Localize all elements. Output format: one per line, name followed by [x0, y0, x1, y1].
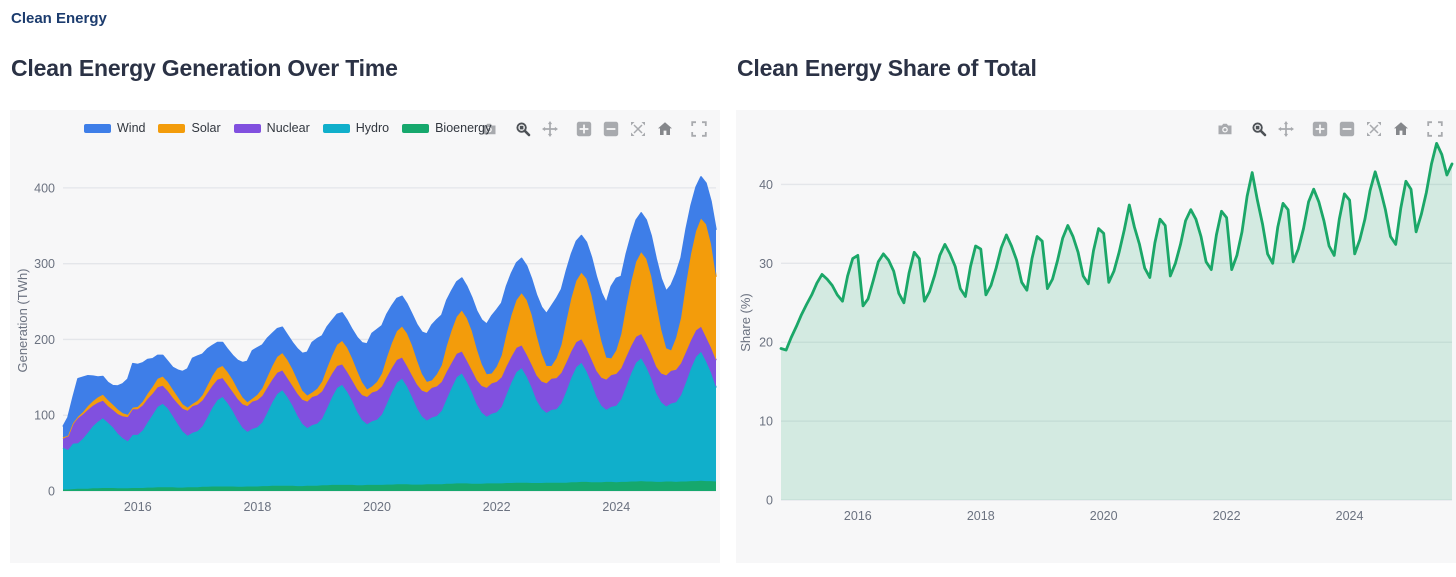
breadcrumb-clean-energy[interactable]: Clean Energy: [11, 10, 107, 27]
camera-icon: [1217, 121, 1233, 137]
fullscreen-button[interactable]: [1426, 120, 1444, 138]
zoom-in-icon: [1312, 121, 1328, 137]
modebar-group-zoom: [575, 120, 674, 138]
modebar-group-dragmode: [1250, 120, 1295, 138]
modebar: [1216, 120, 1444, 138]
zoom-in-icon: [576, 121, 592, 137]
share-chart[interactable]: 0 10 20 30 40 2016 2018 2020 2022 2024 Share (%): [736, 110, 1456, 563]
fullscreen-icon: [691, 121, 707, 137]
share-line-series[interactable]: [779, 142, 1454, 352]
modebar-group-fullscreen: [1426, 120, 1444, 138]
generation-chart-svg: 0 100 200 300 400 2016 2018 2020 2022 2024 Generat…: [15, 176, 717, 514]
autoscale-button[interactable]: [629, 120, 647, 138]
y-tick-label: 40: [759, 178, 773, 192]
generation-chart-card: 0 100 200 300 400 2016 2018 2020 2022 2024 Generat…: [10, 110, 720, 563]
camera-icon: [481, 121, 497, 137]
home-icon: [1393, 121, 1409, 137]
generation-chart[interactable]: 0 100 200 300 400 2016 2018 2020 2022 2024 Generat…: [10, 110, 720, 563]
x-tick-label: 2016: [844, 509, 872, 523]
zoom-tool-button[interactable]: [1250, 120, 1268, 138]
y-tick-label: 10: [759, 415, 773, 429]
reset-axes-button[interactable]: [1392, 120, 1410, 138]
legend-item-hydro[interactable]: Hydro: [322, 121, 390, 135]
legend-swatch: [402, 123, 430, 133]
legend-swatch: [84, 123, 111, 133]
pan-tool-button[interactable]: [1277, 120, 1295, 138]
legend-item-wind[interactable]: Wind: [84, 121, 145, 135]
modebar-group-zoom: [1311, 120, 1410, 138]
zoom-out-icon: [603, 121, 619, 137]
pan-icon: [542, 121, 558, 137]
download-png-button[interactable]: [480, 120, 498, 138]
x-tick-label: 2020: [363, 500, 391, 514]
area-series-solar[interactable]: [63, 218, 716, 439]
modebar-group-dragmode: [514, 120, 559, 138]
x-tick-label: 2018: [243, 500, 271, 514]
x-tick-label: 2016: [124, 500, 152, 514]
zoom-in-button[interactable]: [1311, 120, 1329, 138]
y-tick-label: 20: [759, 336, 773, 350]
y-axis-title: Generation (TWh): [15, 268, 30, 372]
zoom-out-button[interactable]: [602, 120, 620, 138]
legend-label: Bioenergy: [435, 121, 492, 135]
x-tick-label: 2018: [967, 509, 995, 523]
legend-item-solar[interactable]: Solar: [158, 121, 221, 135]
zoom-in-button[interactable]: [575, 120, 593, 138]
modebar: [480, 120, 708, 138]
share-chart-svg: 0 10 20 30 40 2016 2018 2020 2022 2024 Share (%): [738, 142, 1454, 523]
legend-label: Nuclear: [266, 121, 310, 135]
x-tick-label: 2022: [483, 500, 511, 514]
modebar-group-download: [480, 120, 498, 138]
y-tick-label: 200: [34, 333, 55, 347]
y-tick-label: 30: [759, 257, 773, 271]
zoom-icon: [515, 121, 531, 137]
y-tick-label: 0: [766, 494, 773, 508]
y-tick-label: 0: [48, 485, 55, 499]
y-tick-label: 400: [34, 181, 55, 195]
share-chart-title: Clean Energy Share of Total: [737, 55, 1037, 81]
modebar-group-fullscreen: [690, 120, 708, 138]
share-area-fill: [781, 143, 1452, 500]
autoscale-icon: [630, 121, 646, 137]
x-tick-label: 2022: [1213, 509, 1241, 523]
y-tick-label: 100: [34, 409, 55, 423]
modebar-group-download: [1216, 120, 1234, 138]
legend-label: Wind: [117, 121, 146, 135]
y-tick-label: 300: [34, 257, 55, 271]
area-series-hydro[interactable]: [63, 351, 716, 490]
download-png-button[interactable]: [1216, 120, 1234, 138]
zoom-tool-button[interactable]: [514, 120, 532, 138]
x-tick-label: 2020: [1090, 509, 1118, 523]
area-series-nuclear[interactable]: [63, 326, 716, 451]
legend-swatch: [322, 123, 350, 133]
zoom-out-button[interactable]: [1338, 120, 1356, 138]
reset-axes-button[interactable]: [656, 120, 674, 138]
pan-tool-button[interactable]: [541, 120, 559, 138]
generation-chart-legend: Wind Solar Nuclear Hydro Bioenergy: [84, 121, 491, 135]
fullscreen-icon: [1427, 121, 1443, 137]
x-tick-label: 2024: [1336, 509, 1364, 523]
legend-item-nuclear[interactable]: Nuclear: [233, 121, 310, 135]
y-axis-title: Share (%): [738, 293, 753, 352]
legend-swatch: [233, 123, 261, 133]
legend-item-bioenergy[interactable]: Bioenergy: [402, 121, 491, 135]
home-icon: [657, 121, 673, 137]
autoscale-icon: [1366, 121, 1382, 137]
x-tick-label: 2024: [602, 500, 630, 514]
autoscale-button[interactable]: [1365, 120, 1383, 138]
area-series-wind[interactable]: [63, 176, 716, 438]
zoom-icon: [1251, 121, 1267, 137]
zoom-out-icon: [1339, 121, 1355, 137]
legend-label: Solar: [191, 121, 221, 135]
legend-label: Hydro: [355, 121, 390, 135]
fullscreen-button[interactable]: [690, 120, 708, 138]
share-chart-card: 0 10 20 30 40 2016 2018 2020 2022 2024 Share (%): [736, 110, 1456, 563]
pan-icon: [1278, 121, 1294, 137]
legend-swatch: [158, 123, 186, 133]
generation-chart-title: Clean Energy Generation Over Time: [11, 55, 398, 81]
